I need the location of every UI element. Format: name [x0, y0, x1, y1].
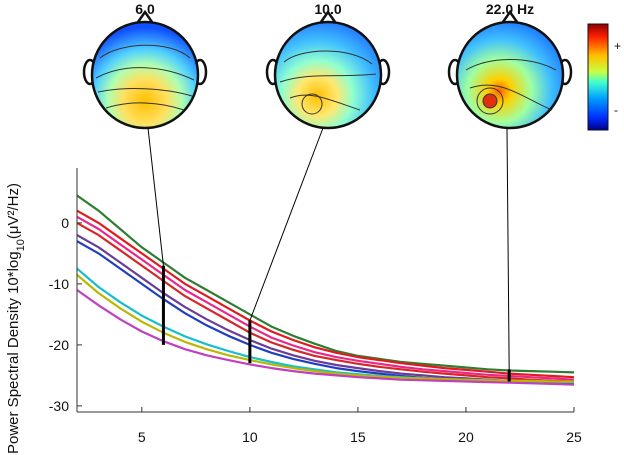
psd-line-3 — [76, 215, 575, 381]
psd-line-8 — [76, 273, 574, 383]
x-tick-label-20: 20 — [458, 429, 474, 445]
y-axis-label: Power Spectral Density 10*log10(μV²/Hz) — [5, 183, 27, 454]
topomap-10hz — [265, 9, 391, 130]
colorbar — [587, 23, 609, 131]
marker-connector-6 — [147, 127, 164, 266]
topomap-6hz — [82, 9, 208, 130]
marker-connectors — [147, 127, 510, 370]
topomap-22hz — [447, 9, 573, 130]
psd-lines — [76, 194, 575, 386]
psd-line-9 — [76, 289, 575, 386]
colorbar-minus: - — [614, 103, 618, 117]
x-tick-label-5: 5 — [138, 429, 146, 445]
x-tick-label-25: 25 — [566, 429, 582, 445]
x-tick-label-10: 10 — [242, 429, 258, 445]
marker-label-10: 10.0 — [314, 1, 341, 17]
y-tick-label--10: -10 — [49, 276, 69, 292]
y-tick-label-0: 0 — [61, 215, 69, 231]
marker-connector-22 — [506, 127, 510, 370]
y-axis-label-main: Power Spectral Density 10*log — [5, 251, 22, 454]
marker-connector-10 — [249, 127, 324, 321]
y-tick-label--30: -30 — [49, 398, 69, 414]
x-ticks: 5 10 15 20 25 — [138, 407, 582, 445]
psd-line-5 — [76, 234, 575, 384]
y-tick-label--20: -20 — [49, 337, 69, 353]
frequency-markers — [161, 265, 511, 382]
y-ticks: 0 -10 -20 -30 — [49, 215, 82, 414]
marker-label-22: 22.0 Hz — [486, 1, 534, 17]
y-axis-label-unit: (μV²/Hz) — [5, 183, 22, 239]
marker-label-6: 6.0 — [135, 1, 155, 17]
psd-line-4 — [76, 221, 575, 383]
y-axis-label-sub: 10 — [15, 239, 27, 251]
psd-line-1 — [76, 194, 575, 374]
x-tick-label-15: 15 — [350, 429, 366, 445]
colorbar-plus: + — [614, 39, 621, 53]
psd-line-2 — [76, 209, 575, 379]
